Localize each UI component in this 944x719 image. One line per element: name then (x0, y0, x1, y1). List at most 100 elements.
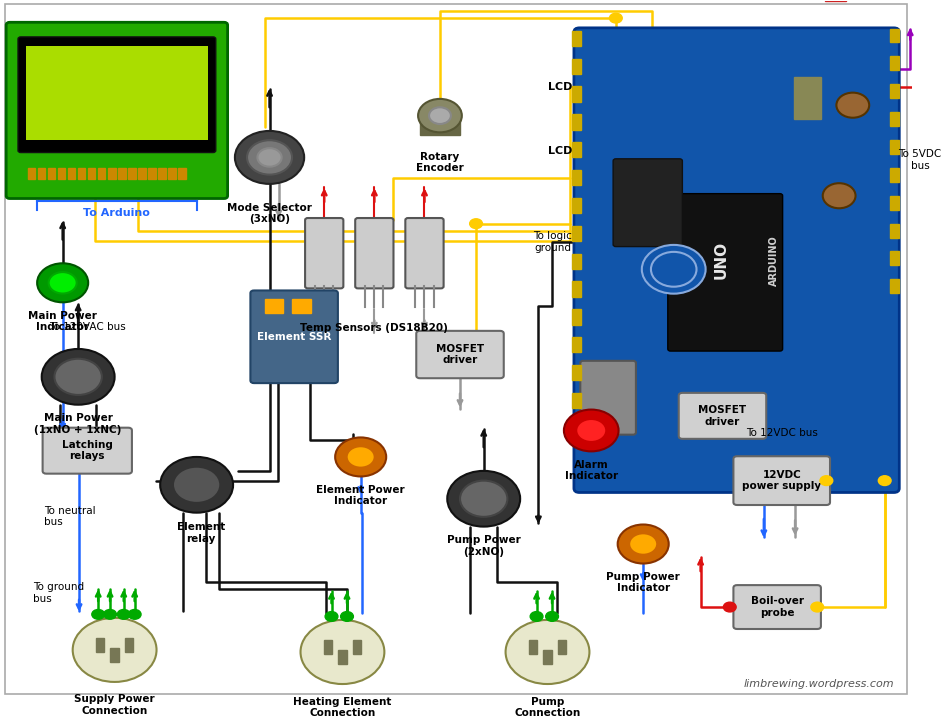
Circle shape (810, 603, 823, 612)
Text: To 120VAC bus: To 120VAC bus (49, 321, 126, 331)
Bar (571, 86, 581, 101)
Circle shape (335, 437, 386, 477)
Text: LCD: LCD (548, 146, 571, 156)
Bar (138, 168, 145, 179)
Bar (571, 365, 581, 380)
Bar (571, 170, 581, 186)
Text: Boil-over
probe: Boil-over probe (750, 596, 802, 618)
Bar (48, 168, 56, 179)
Bar (543, 650, 551, 664)
Circle shape (300, 620, 384, 684)
Text: MOSFET
driver: MOSFET driver (435, 344, 483, 365)
Text: Heating Element
Connection: Heating Element Connection (293, 697, 391, 718)
Bar (889, 56, 899, 70)
Bar (889, 196, 899, 210)
Bar (338, 650, 346, 664)
Bar (38, 168, 45, 179)
Bar (352, 640, 361, 654)
Circle shape (104, 610, 116, 619)
Bar (889, 224, 899, 237)
Circle shape (325, 612, 338, 621)
Text: Element
relay: Element relay (177, 523, 225, 544)
Bar (571, 393, 581, 408)
Bar (571, 142, 581, 157)
Bar (571, 309, 581, 324)
FancyBboxPatch shape (580, 361, 635, 435)
Bar (323, 640, 331, 654)
Text: To Arduino: To Arduino (83, 209, 150, 219)
Bar (178, 168, 186, 179)
Circle shape (117, 610, 130, 619)
Circle shape (835, 93, 868, 118)
Circle shape (617, 525, 668, 564)
Circle shape (564, 410, 618, 452)
FancyBboxPatch shape (305, 218, 343, 288)
FancyBboxPatch shape (355, 218, 393, 288)
FancyBboxPatch shape (733, 585, 820, 629)
Bar (571, 281, 581, 297)
Text: Mode Selector
(3xNO): Mode Selector (3xNO) (227, 203, 312, 224)
Bar (571, 198, 581, 213)
Bar (571, 254, 581, 269)
Circle shape (822, 183, 854, 209)
Circle shape (92, 610, 105, 619)
Text: To ground
bus: To ground bus (32, 582, 84, 604)
FancyBboxPatch shape (26, 46, 208, 140)
Circle shape (417, 99, 462, 132)
Circle shape (346, 446, 375, 467)
Bar (28, 168, 35, 179)
Bar (793, 78, 820, 119)
FancyBboxPatch shape (405, 218, 443, 288)
Bar (88, 168, 95, 179)
Bar (571, 337, 581, 352)
FancyBboxPatch shape (415, 331, 503, 378)
Bar (148, 168, 156, 179)
Text: ARDUINO: ARDUINO (768, 235, 779, 285)
Bar (571, 58, 581, 74)
Bar (159, 168, 165, 179)
Text: UNO: UNO (713, 241, 728, 279)
FancyBboxPatch shape (7, 22, 228, 198)
Bar (889, 168, 899, 182)
Text: Alarm
Indicator: Alarm Indicator (565, 459, 617, 481)
Text: Element Power
Indicator: Element Power Indicator (316, 485, 405, 506)
Circle shape (641, 245, 705, 293)
Text: To 12VDC bus: To 12VDC bus (745, 428, 817, 438)
Circle shape (73, 618, 157, 682)
Text: To 5VDC
bus: To 5VDC bus (898, 149, 940, 170)
Bar (125, 638, 133, 652)
Bar (889, 112, 899, 126)
Circle shape (257, 148, 281, 167)
Circle shape (48, 272, 76, 293)
Bar (419, 109, 460, 135)
Bar (78, 168, 85, 179)
Text: Pump Power
Indicator: Pump Power Indicator (606, 572, 680, 593)
Bar (889, 84, 899, 99)
FancyBboxPatch shape (678, 393, 766, 439)
Circle shape (545, 612, 558, 621)
Bar (557, 640, 565, 654)
Circle shape (246, 140, 292, 175)
Bar (168, 168, 176, 179)
Circle shape (42, 349, 114, 405)
Bar (889, 29, 899, 42)
Bar (889, 252, 899, 265)
Text: Rotary
Encoder: Rotary Encoder (415, 152, 464, 173)
Bar (571, 114, 581, 129)
Circle shape (235, 131, 304, 184)
Bar (110, 648, 119, 661)
FancyBboxPatch shape (613, 159, 682, 247)
Text: MOSFET
driver: MOSFET driver (698, 405, 746, 426)
Circle shape (722, 603, 735, 612)
Bar (109, 168, 115, 179)
Circle shape (609, 13, 621, 23)
Bar (571, 226, 581, 241)
Bar (95, 638, 104, 652)
FancyBboxPatch shape (573, 28, 899, 493)
Text: Supply Power
Connection: Supply Power Connection (75, 695, 155, 716)
FancyBboxPatch shape (667, 193, 782, 351)
Bar (292, 299, 311, 313)
Circle shape (340, 612, 353, 621)
FancyBboxPatch shape (42, 428, 132, 474)
Circle shape (160, 457, 233, 513)
